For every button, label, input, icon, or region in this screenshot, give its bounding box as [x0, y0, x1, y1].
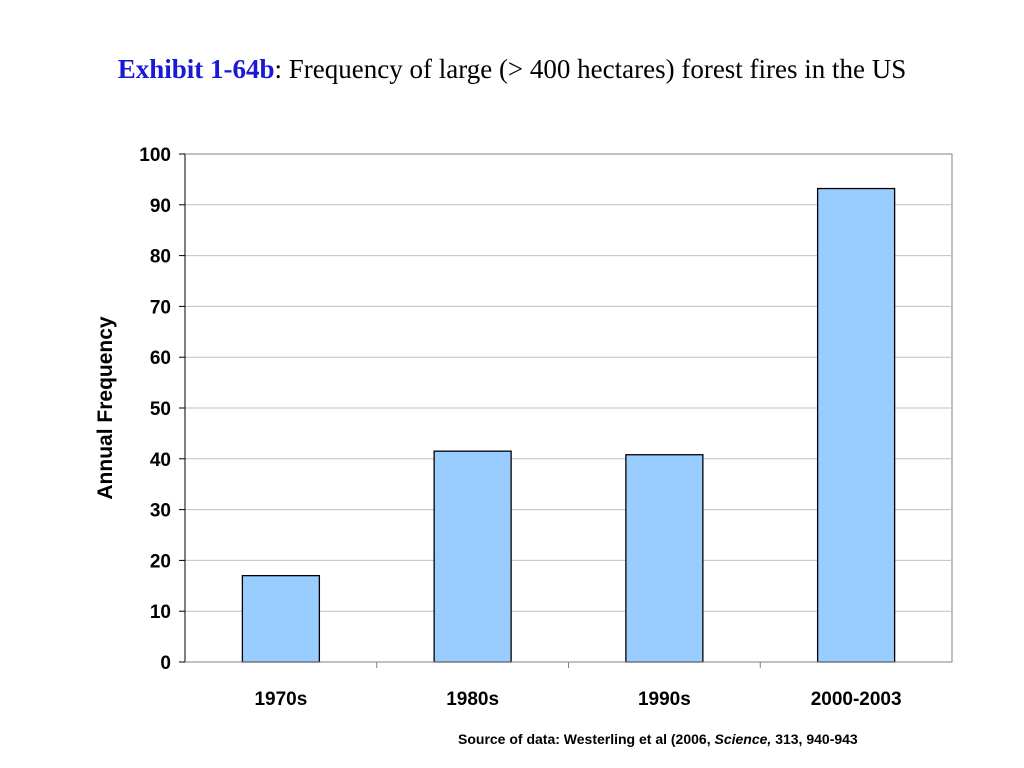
x-tick-label-2000-2003: 2000-2003: [811, 689, 902, 710]
x-tick-label-1980s: 1980s: [446, 689, 499, 710]
y-tick-label-90: 90: [150, 196, 171, 217]
y-tick-label-40: 40: [150, 450, 171, 471]
x-tick-label-1970s: 1970s: [254, 689, 307, 710]
source-journal: Science,: [714, 731, 772, 747]
y-tick-label-80: 80: [150, 247, 171, 268]
y-tick-label-20: 20: [150, 551, 171, 572]
y-tick-label-70: 70: [150, 297, 171, 318]
bar-1980s: [433, 450, 512, 663]
source-prefix: Source of data: Westerling et al (2006,: [458, 731, 715, 747]
y-tick-label-10: 10: [150, 602, 171, 623]
y-tick-label-100: 100: [139, 145, 171, 166]
y-tick-label-50: 50: [150, 399, 171, 420]
bar-1970s: [241, 574, 321, 663]
source-suffix: 313, 940-943: [771, 731, 858, 747]
y-tick-label-0: 0: [160, 653, 171, 674]
x-tick-label-1990s: 1990s: [638, 689, 691, 710]
title-text: Frequency of large (> 400 hectares) fore…: [288, 54, 907, 84]
y-axis-label: Annual Frequency: [94, 316, 117, 500]
y-tick-label-30: 30: [150, 501, 171, 522]
exhibit-label: Exhibit 1-64b: [117, 54, 275, 84]
y-tick-label-60: 60: [150, 348, 171, 369]
bar-1990s: [625, 454, 704, 663]
chart-title: Exhibit 1-64b: Frequency of large (> 400…: [0, 54, 1024, 85]
source-note: Source of data: Westerling et al (2006, …: [458, 731, 858, 747]
bar-2000-2003: [816, 187, 896, 663]
title-separator: :: [274, 54, 289, 84]
